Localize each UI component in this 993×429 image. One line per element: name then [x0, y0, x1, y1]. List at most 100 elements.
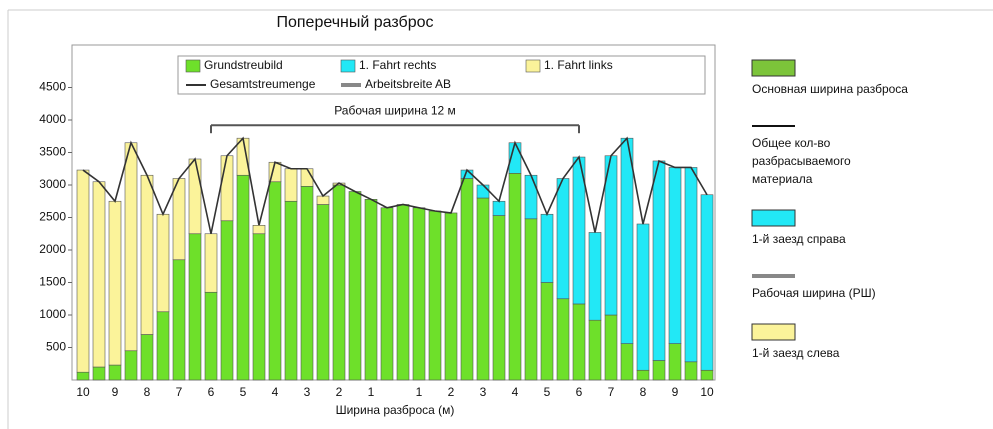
- bar-segment: [220, 220, 234, 381]
- legend-label: Arbeitsbreite AB: [365, 77, 451, 91]
- legend-label: 1. Fahrt links: [544, 58, 613, 72]
- bar-segment: [140, 334, 154, 381]
- x-tick-label: 10: [700, 385, 714, 399]
- bar-segment: [124, 350, 138, 381]
- bar-segment: [652, 360, 666, 381]
- side-legend-swatch: [751, 323, 796, 341]
- x-tick-label: 2: [336, 385, 343, 399]
- legend-label: Gesamtstreumenge: [210, 77, 316, 91]
- bar-segment: [92, 181, 106, 368]
- bar-segment: [108, 364, 122, 381]
- bar-segment: [204, 233, 218, 293]
- bar-segment: [668, 167, 682, 344]
- bar-segment: [76, 371, 90, 381]
- bar-segment: [348, 191, 362, 381]
- legend-swatch: [525, 59, 541, 73]
- bar-segment: [540, 213, 554, 283]
- bar-segment: [268, 181, 282, 381]
- x-tick-label: 6: [576, 385, 583, 399]
- bar-segment: [76, 169, 90, 373]
- bar-segment: [556, 298, 570, 381]
- side-legend-label: материала: [752, 172, 813, 186]
- bar-segment: [300, 186, 314, 381]
- x-tick-label: 5: [544, 385, 551, 399]
- legend-label: 1. Fahrt rechts: [359, 58, 436, 72]
- bar-segment: [652, 160, 666, 361]
- bar-segment: [604, 314, 618, 381]
- bar-segment: [428, 210, 442, 381]
- side-legend-label: 1-й заезд справа: [752, 232, 846, 246]
- chart-title: Поперечный разброс: [276, 14, 433, 31]
- bar-segment: [476, 184, 490, 199]
- bar-segment: [380, 207, 394, 381]
- x-tick-label: 4: [272, 385, 279, 399]
- bar-segment: [508, 173, 522, 381]
- bar-segment: [316, 204, 330, 381]
- x-tick-label: 10: [76, 385, 90, 399]
- bar-segment: [108, 200, 122, 366]
- x-tick-label: 3: [304, 385, 311, 399]
- bar-segment: [220, 155, 234, 222]
- bar-segment: [364, 199, 378, 381]
- bar-segment: [572, 303, 586, 381]
- side-legend-label: разбрасываемого: [752, 154, 851, 168]
- total-line: [82, 136, 708, 234]
- bar-segment: [620, 137, 634, 344]
- y-tick-label: 4500: [39, 80, 66, 94]
- y-tick-label: 4000: [39, 112, 66, 126]
- bar-segment: [252, 225, 266, 235]
- bar-segment: [700, 194, 714, 371]
- bar-segment: [316, 195, 330, 205]
- x-tick-label: 6: [208, 385, 215, 399]
- bar-segment: [700, 369, 714, 381]
- x-tick-label: 8: [144, 385, 151, 399]
- bar-segment: [684, 361, 698, 381]
- bar-segment: [524, 218, 538, 381]
- side-legend-label: Рабочая ширина (РШ): [752, 286, 876, 300]
- annotation-label: Рабочая ширина 12 м: [334, 103, 456, 117]
- bar-segment: [412, 207, 426, 381]
- x-tick-label: 1: [416, 385, 423, 399]
- bar-segment: [172, 259, 186, 381]
- bar-segment: [156, 213, 170, 313]
- bar-segment: [524, 174, 538, 220]
- x-tick-label: 2: [448, 385, 455, 399]
- bar-segment: [300, 168, 314, 187]
- bar-segment: [236, 174, 250, 381]
- bar-segment: [156, 311, 170, 381]
- bar-segment: [284, 168, 298, 202]
- bar-segment: [252, 233, 266, 381]
- y-tick-label: 1000: [39, 307, 66, 321]
- bar-segment: [492, 200, 506, 216]
- y-tick-label: 3000: [39, 177, 66, 191]
- bar-segment: [92, 366, 106, 381]
- side-legend-label: Общее кол-во: [752, 136, 831, 150]
- bar-segment: [140, 174, 154, 335]
- legend-swatch: [340, 59, 356, 73]
- side-legend-label: Основная ширина разброса: [752, 82, 908, 96]
- bar-segment: [684, 167, 698, 363]
- x-tick-label: 9: [672, 385, 679, 399]
- bar-segment: [124, 142, 138, 352]
- bar-segment: [188, 233, 202, 381]
- x-tick-label: 1: [368, 385, 375, 399]
- bar-segment: [332, 184, 346, 381]
- legend-box: [177, 55, 706, 95]
- bar-segment: [588, 232, 602, 321]
- bar-segment: [556, 178, 570, 300]
- y-tick-label: 500: [46, 340, 66, 354]
- bar-segment: [396, 204, 410, 381]
- bar-segment: [460, 178, 474, 381]
- bar-segment: [588, 319, 602, 381]
- bar-segment: [668, 343, 682, 381]
- legend-swatch: [185, 59, 201, 73]
- bar-segment: [636, 369, 650, 381]
- side-legend-swatch: [751, 59, 796, 77]
- x-tick-label: 3: [480, 385, 487, 399]
- plot-frame: [71, 44, 716, 381]
- legend-label: Grundstreubild: [204, 58, 283, 72]
- side-legend-label: 1-й заезд слева: [752, 346, 840, 360]
- bar-segment: [620, 343, 634, 381]
- bar-segment: [172, 178, 186, 261]
